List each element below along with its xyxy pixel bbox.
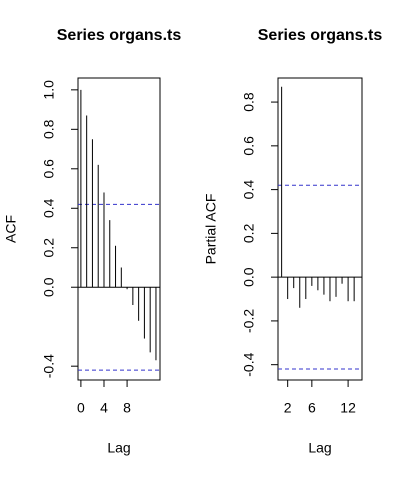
y-tick-label: 0.8 xyxy=(241,92,257,112)
y-tick-label: -0.4 xyxy=(241,352,257,376)
y-tick-label: 0.4 xyxy=(41,198,57,218)
x-tick-label: 6 xyxy=(308,400,316,416)
y-axis-label: Partial ACF xyxy=(203,194,219,265)
y-tick-label: 0.2 xyxy=(241,223,257,243)
y-tick-label: 0.0 xyxy=(241,267,257,287)
x-axis-label: Lag xyxy=(308,440,331,456)
y-tick-label: 0.2 xyxy=(41,238,57,258)
y-tick-label: 0.4 xyxy=(241,180,257,200)
y-tick-label: 0.6 xyxy=(41,159,57,179)
plot-box xyxy=(77,77,161,381)
y-tick-label: 0.8 xyxy=(41,119,57,139)
y-tick-label: -0.2 xyxy=(241,309,257,333)
y-tick-label: 0.6 xyxy=(241,136,257,156)
y-tick-label: 1.0 xyxy=(41,80,57,100)
plot-box xyxy=(277,77,363,381)
chart-title: Series organs.ts xyxy=(57,27,182,44)
x-tick-label: 2 xyxy=(284,400,292,416)
x-axis-label: Lag xyxy=(107,440,130,456)
x-tick-label: 8 xyxy=(123,400,131,416)
y-axis-label: ACF xyxy=(3,215,19,243)
x-tick-label: 0 xyxy=(77,400,85,416)
y-tick-label: -0.4 xyxy=(41,354,57,378)
y-tick-label: 0.0 xyxy=(41,277,57,297)
chart-title: Series organs.ts xyxy=(258,27,383,44)
x-tick-label: 4 xyxy=(100,400,108,416)
x-tick-label: 12 xyxy=(340,400,356,416)
